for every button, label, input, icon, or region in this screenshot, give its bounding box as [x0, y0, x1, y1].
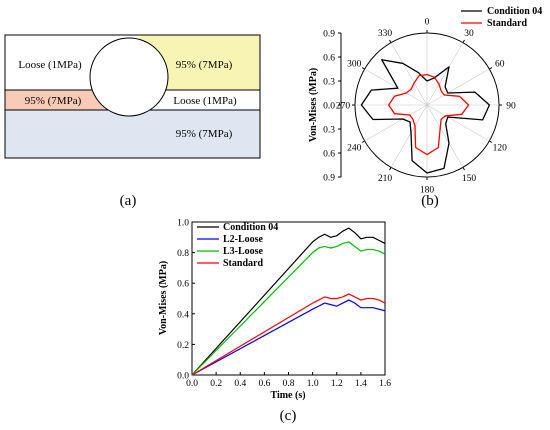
region-label-loose-top-left: Loose (1MPa) [18, 59, 82, 71]
region-label-loose-middle-right: Loose (1MPa) [173, 95, 237, 107]
polar-spoke [390, 42, 428, 106]
radial-tick-label: 0.3 [323, 78, 335, 88]
polar-angle-label: 210 [378, 174, 393, 184]
radial-ticks: 0.9 0.6 0.3 0.0 0.3 0.6 0.9 [323, 30, 341, 184]
y-tick-label: 0.6 [177, 280, 189, 290]
y-tick-label: 0.0 [177, 372, 189, 382]
y-tick-label: 1.0 [177, 219, 189, 229]
polar-angle-labels: 0 30 60 90 120 150 180 210 240 270 300 330 [336, 18, 516, 196]
polar-spoke [426, 104, 464, 168]
polar-angle-label: 330 [378, 29, 393, 39]
x-tick-label: 0.8 [283, 379, 295, 389]
line-panel: 0.0 0.2 0.4 0.6 0.8 1.0 1.2 1.4 1.6 0.0 0.2 0.4 0.6 0… [158, 219, 391, 425]
polar-angle-label: 270 [336, 102, 351, 112]
region-label-compact-top-right: 95% (7MPa) [176, 59, 233, 71]
y-tick-label: 0.4 [177, 310, 189, 320]
radial-tick-label: 0.6 [323, 150, 335, 160]
polar-spoke [390, 104, 428, 168]
polar-series [360, 59, 491, 174]
line-legend: Condition 04 L2-Loose L3-Loose Standard [197, 222, 278, 269]
radial-tick-label: 0.0 [323, 102, 335, 112]
panel-label-b: (b) [421, 193, 439, 209]
polar-angle-label: 30 [464, 29, 474, 39]
line-series-condition-04 [191, 227, 386, 376]
radial-tick-label: 0.9 [323, 30, 335, 40]
line-legend-label-l3-loose: L3-Loose [223, 246, 264, 257]
polar-angle-label: 150 [462, 174, 477, 184]
polar-angle-tick [462, 39, 465, 43]
polar-series-line-condition-04 [360, 59, 491, 174]
polar-angle-tick [389, 167, 392, 171]
polar-angle-label: 90 [506, 102, 516, 112]
polar-ylabel: Von-Mises (MPa) [308, 68, 319, 142]
x-tick-label: 1.4 [355, 379, 367, 389]
radial-tick-label: 0.6 [323, 54, 335, 64]
radial-tick-label: 0.3 [323, 126, 335, 136]
polar-radial-axis: 0.9 0.6 0.3 0.0 0.3 0.6 0.9 Von-Mises (MPa) [308, 30, 342, 184]
x-tick-label: 0.6 [258, 379, 270, 389]
region-bg-middle-left [5, 90, 120, 110]
panel-label-a: (a) [120, 193, 137, 209]
polar-legend-label-standard: Standard [487, 18, 527, 29]
x-tick-label: 1.6 [379, 379, 391, 389]
line-series-l2-loose [191, 299, 386, 376]
x-tick-label: 0.0 [186, 379, 198, 389]
polar-angle-tick [389, 39, 392, 43]
polar-angle-tick [361, 67, 365, 70]
polar-angle-label: 240 [347, 144, 362, 154]
polar-angle-label: 0 [425, 18, 430, 28]
schematic-border [4, 34, 261, 159]
line-plot-frame [191, 221, 386, 376]
polar-spoke [364, 68, 428, 106]
schematic-panel: Loose (1MPa) 95% (7MPa) 95% (7MPa) Loose… [4, 34, 261, 209]
polar-angle-tick [489, 140, 493, 143]
line-legend-label-standard: Standard [223, 258, 263, 269]
polar-angle-tick [489, 67, 493, 70]
polar-angle-label: 180 [420, 186, 435, 196]
polar-legend-label-condition04: Condition 04 [487, 6, 542, 17]
line-ylabel: Von-Mises (MPa) [158, 261, 169, 335]
polar-angle-tick [361, 140, 365, 143]
line-legend-label-l2-loose: L2-Loose [223, 234, 264, 245]
radial-tick-label: 0.9 [323, 174, 335, 184]
x-tick-label: 1.2 [331, 379, 343, 389]
region-label-compact-bottom: 95% (7MPa) [176, 128, 233, 140]
polar-spoke [364, 104, 428, 142]
y-tick-label: 0.2 [177, 341, 189, 351]
line-xlabel: Time (s) [270, 390, 305, 401]
y-tick-label: 0.8 [177, 249, 189, 259]
polar-grid [352, 30, 502, 180]
x-tick-label: 0.4 [234, 379, 246, 389]
polar-angle-label: 300 [347, 60, 362, 70]
x-tick-label: 1.0 [307, 379, 319, 389]
line-ticks: 0.0 0.2 0.4 0.6 0.8 1.0 1.2 1.4 1.6 0.0 0.2 0.4 0.6 0… [177, 219, 391, 390]
polar-legend: Condition 04 Standard [461, 6, 542, 29]
polar-angle-label: 60 [495, 60, 505, 70]
region-bg-bottom [5, 110, 260, 158]
line-series [191, 227, 386, 376]
polar-spoke [426, 42, 464, 106]
polar-spoke [426, 104, 490, 142]
line-series-standard [191, 293, 386, 376]
line-series-l3-loose [191, 241, 386, 376]
panel-label-c: (c) [280, 408, 297, 424]
polar-angle-tick [462, 167, 465, 171]
polar-angle-label: 120 [493, 144, 508, 154]
pipe-circle [89, 37, 169, 117]
x-tick-label: 0.2 [210, 379, 222, 389]
region-label-compact-middle-left: 95% (7MPa) [25, 95, 82, 107]
line-legend-label-condition04: Condition 04 [223, 222, 278, 233]
polar-series-line-standard [387, 73, 470, 156]
polar-spoke [426, 68, 490, 106]
